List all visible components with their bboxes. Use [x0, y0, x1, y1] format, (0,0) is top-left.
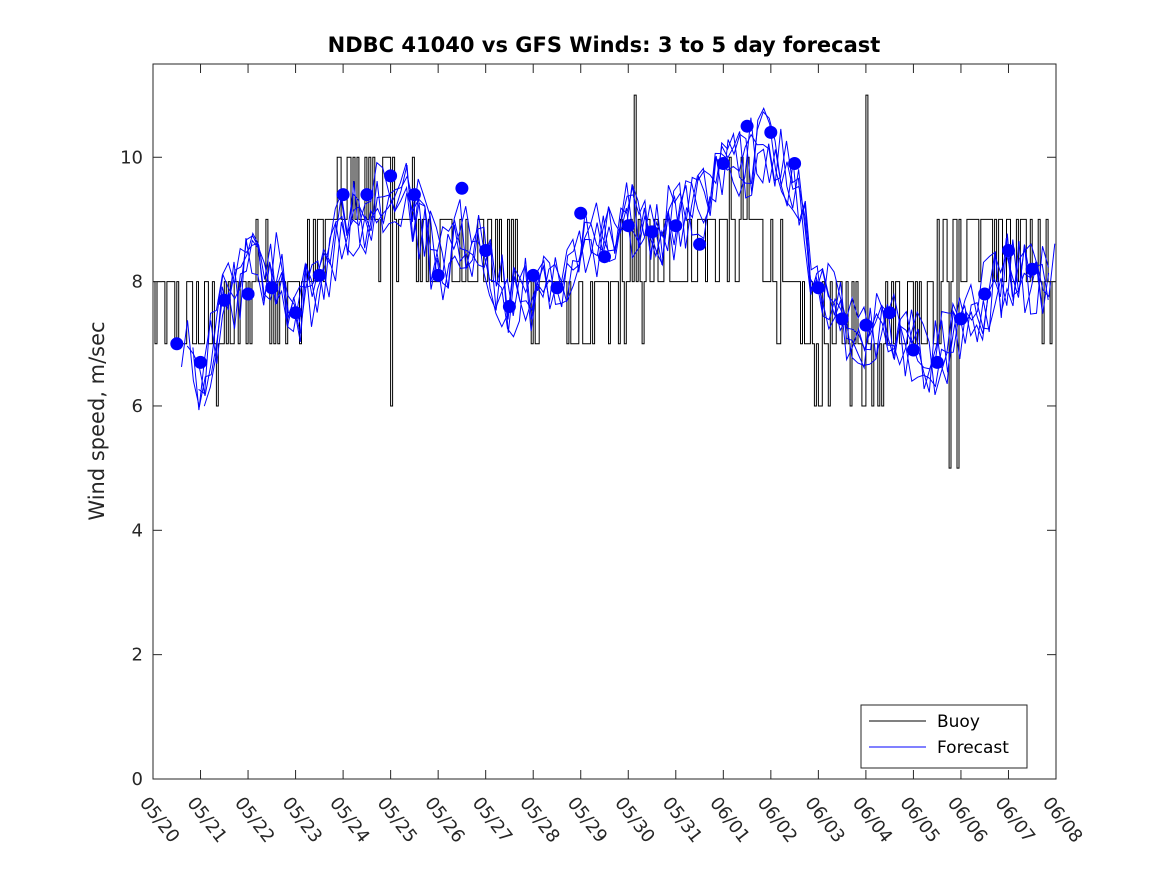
plot-frame — [152, 63, 1057, 780]
forecast-marker — [693, 237, 707, 251]
forecast-marker — [217, 293, 231, 307]
chart-title: NDBC 41040 vs GFS Winds: 3 to 5 day fore… — [328, 33, 881, 57]
forecast-marker — [407, 188, 421, 202]
forecast-marker — [669, 219, 683, 233]
forecast-marker — [526, 268, 540, 282]
forecast-marker — [455, 181, 469, 195]
legend-forecast-label: Forecast — [937, 738, 1009, 758]
forecast-marker — [384, 169, 398, 183]
forecast-marker — [645, 225, 659, 239]
legend-buoy-label: Buoy — [937, 712, 980, 732]
y-tick-label: 2 — [132, 645, 143, 666]
y-tick-label: 0 — [132, 769, 143, 790]
forecast-marker — [598, 250, 611, 264]
plot-area — [152, 63, 1057, 780]
forecast-marker — [788, 157, 802, 170]
forecast-marker — [740, 119, 754, 133]
y-tick-label: 10 — [120, 147, 143, 168]
buoy-series — [153, 94, 1057, 469]
forecast-marker — [360, 188, 374, 202]
buoy-line — [153, 94, 1057, 469]
forecast-marker — [336, 188, 350, 202]
forecast-marker — [1002, 244, 1015, 257]
legend-box — [860, 704, 1028, 769]
forecast-marker — [835, 312, 849, 326]
forecast-marker — [930, 355, 944, 369]
forecast-marker — [716, 157, 730, 170]
forecast-marker — [1025, 262, 1039, 276]
plot-background — [153, 64, 1056, 779]
forecast-marker — [764, 125, 778, 139]
forecast-marker — [502, 300, 516, 313]
forecast-marker — [170, 337, 184, 351]
y-tick-label: 8 — [132, 272, 143, 293]
forecast-marker — [431, 268, 445, 282]
legend: Buoy Forecast — [860, 704, 1028, 769]
forecast-marker — [621, 219, 635, 233]
forecast-markers — [170, 119, 1039, 369]
forecast-marker — [978, 287, 992, 301]
forecast-marker — [906, 343, 920, 357]
forecast-marker — [265, 281, 279, 295]
y-tick-label: 4 — [132, 520, 143, 541]
forecast-marker — [574, 206, 588, 220]
y-axis: 0 2 4 6 8 10 — [120, 147, 1056, 790]
forecast-marker — [479, 244, 493, 257]
forecast-marker — [859, 318, 873, 332]
forecast-marker — [883, 306, 897, 320]
forecast-marker — [312, 268, 326, 282]
forecast-marker — [194, 355, 207, 369]
y-axis-label: Wind speed, m/sec — [85, 321, 109, 520]
forecast-marker — [241, 287, 255, 301]
forecast-marker — [289, 306, 303, 320]
forecast-marker — [954, 312, 968, 326]
forecast-marker — [550, 281, 564, 295]
forecast-marker — [811, 281, 825, 295]
y-tick-label: 6 — [132, 396, 143, 417]
